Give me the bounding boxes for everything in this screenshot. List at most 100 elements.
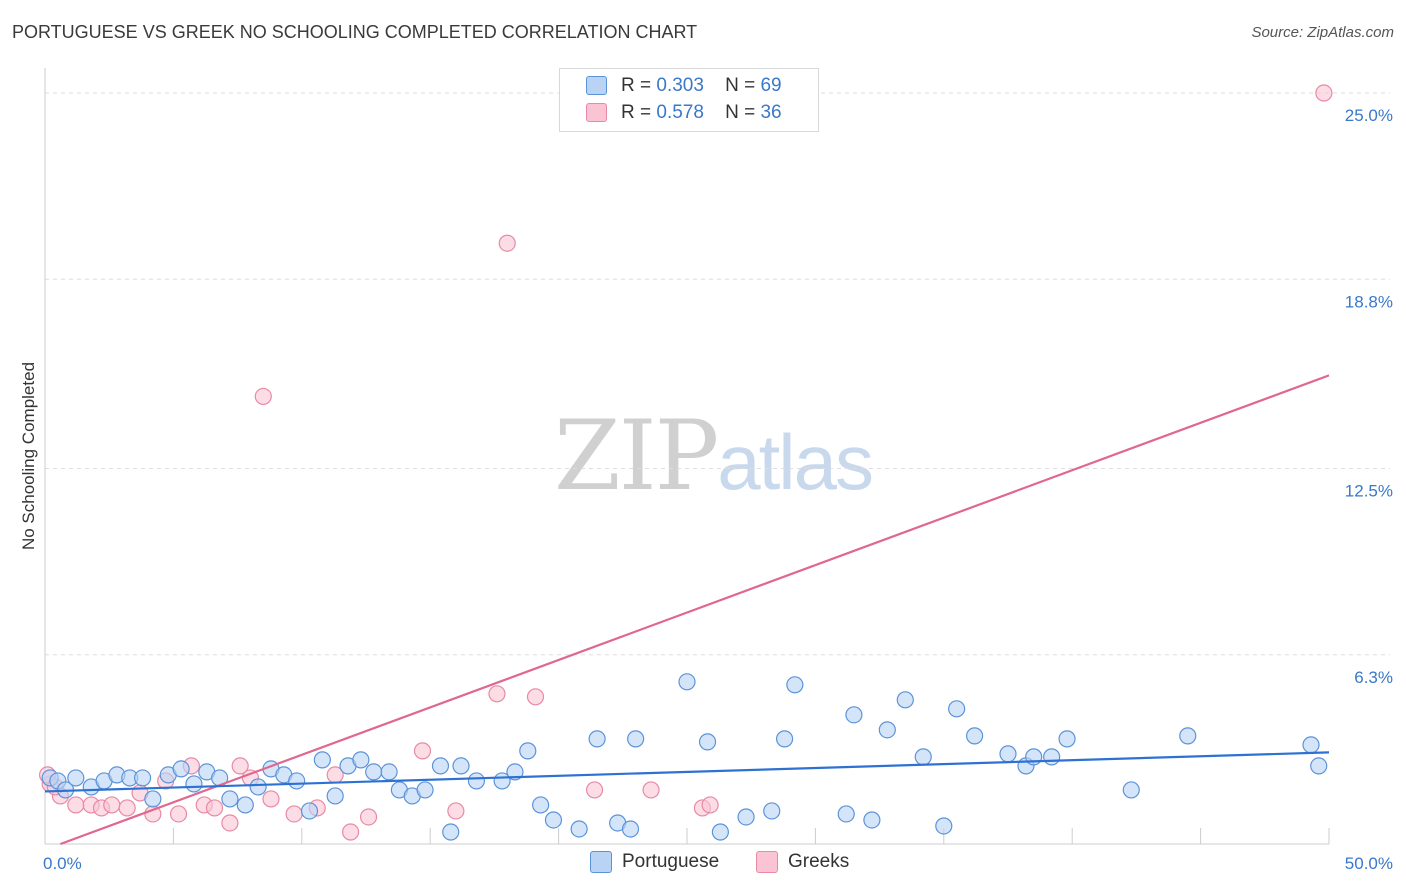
- point-portuguese: [837, 805, 855, 823]
- point-greeks: [526, 688, 545, 706]
- point-greeks: [701, 796, 719, 814]
- chart-source: Source: ZipAtlas.com: [1251, 24, 1394, 41]
- point-greeks: [118, 799, 136, 817]
- point-greeks: [221, 814, 239, 832]
- point-greeks: [413, 742, 432, 760]
- point-portuguese: [452, 757, 470, 775]
- legend-n-value: 69: [760, 75, 782, 96]
- point-portuguese: [1310, 757, 1328, 775]
- legend-r-label: R =: [621, 75, 652, 96]
- point-portuguese: [326, 787, 344, 805]
- point-greeks: [359, 808, 378, 826]
- point-greeks: [488, 685, 506, 703]
- x-tick-label: 0.0%: [43, 854, 82, 873]
- bottom-legend-greeks: Greeks: [756, 851, 849, 873]
- point-portuguese: [544, 811, 563, 829]
- point-portuguese: [948, 700, 966, 718]
- point-greeks: [67, 796, 85, 814]
- point-portuguese: [506, 763, 524, 781]
- legend-n-label: N =: [725, 102, 756, 123]
- point-portuguese: [288, 772, 306, 790]
- legend-n-label: N =: [725, 75, 756, 96]
- point-portuguese: [621, 820, 640, 838]
- legend: R = 0.303 N = 69 R = 0.578 N = 36: [559, 68, 819, 132]
- point-portuguese: [1043, 748, 1061, 766]
- point-portuguese: [431, 757, 450, 775]
- point-portuguese: [678, 673, 696, 691]
- point-portuguese: [570, 820, 588, 838]
- point-portuguese: [67, 769, 85, 787]
- point-portuguese: [1058, 730, 1076, 748]
- point-greeks: [103, 796, 121, 814]
- point-portuguese: [532, 796, 550, 814]
- legend-r-value: 0.578: [656, 102, 704, 123]
- bottom-legend-portuguese: Portuguese: [590, 851, 719, 873]
- point-portuguese: [1122, 781, 1140, 799]
- y-tick-label: 6.3%: [1354, 668, 1393, 687]
- point-portuguese: [1179, 727, 1197, 745]
- chart-title: PORTUGUESE VS GREEK NO SCHOOLING COMPLET…: [12, 22, 698, 42]
- point-portuguese: [249, 778, 267, 796]
- point-greeks: [498, 234, 516, 252]
- point-greeks: [205, 799, 224, 817]
- point-portuguese: [300, 802, 319, 820]
- point-portuguese: [763, 802, 781, 820]
- watermark: ZIPatlas: [554, 400, 874, 512]
- legend-swatch-portuguese: [586, 76, 607, 96]
- point-portuguese: [999, 745, 1017, 763]
- point-greeks: [231, 757, 249, 775]
- bottom-legend-swatch-greeks: [756, 851, 778, 873]
- legend-row-greeks: R = 0.578 N = 36: [586, 102, 782, 126]
- legend-swatch-greeks: [586, 103, 607, 123]
- watermark-zip: ZIP: [554, 400, 719, 512]
- trendline-portuguese: [44, 751, 1330, 793]
- point-portuguese: [467, 772, 486, 790]
- point-greeks: [341, 823, 360, 841]
- point-portuguese: [185, 775, 203, 793]
- point-portuguese: [352, 751, 370, 769]
- y-tick-label: 25.0%: [1345, 106, 1393, 125]
- legend-row-portuguese: R = 0.303 N = 69: [586, 75, 782, 99]
- point-greeks: [285, 805, 303, 823]
- bottom-legend-label-greeks: Greeks: [788, 851, 850, 873]
- point-portuguese: [144, 790, 162, 808]
- x-tick-label: 50.0%: [1345, 854, 1393, 873]
- legend-r-label: R =: [621, 102, 652, 123]
- point-portuguese: [221, 790, 239, 808]
- point-portuguese: [896, 691, 914, 709]
- legend-r-value: 0.303: [656, 75, 704, 96]
- point-greeks: [447, 802, 465, 820]
- point-portuguese: [133, 769, 152, 787]
- point-portuguese: [737, 808, 755, 826]
- point-greeks: [254, 387, 272, 406]
- point-portuguese: [878, 721, 896, 739]
- point-greeks: [169, 805, 188, 823]
- point-portuguese: [588, 730, 606, 748]
- watermark-atlas: atlas: [717, 418, 874, 506]
- legend-n-value: 36: [760, 102, 782, 123]
- point-portuguese: [966, 727, 984, 745]
- point-portuguese: [786, 676, 804, 694]
- y-tick-label: 18.8%: [1345, 292, 1393, 311]
- point-portuguese: [313, 751, 331, 769]
- point-portuguese: [442, 823, 460, 841]
- point-portuguese: [863, 811, 881, 829]
- point-portuguese: [775, 730, 794, 748]
- point-portuguese: [698, 733, 717, 751]
- point-greeks: [642, 781, 660, 799]
- point-portuguese: [236, 796, 254, 814]
- point-portuguese: [914, 748, 932, 766]
- point-portuguese: [380, 763, 398, 781]
- bottom-legend-label-portuguese: Portuguese: [622, 851, 720, 873]
- point-portuguese: [416, 781, 434, 799]
- point-portuguese: [845, 706, 863, 724]
- point-portuguese: [711, 823, 729, 841]
- trendline-greeks: [60, 374, 1330, 846]
- bottom-legend-swatch-portuguese: [590, 851, 612, 873]
- point-portuguese: [519, 742, 537, 760]
- point-greeks: [1315, 84, 1333, 102]
- point-portuguese: [1302, 736, 1320, 754]
- point-portuguese: [365, 763, 383, 781]
- point-portuguese: [627, 730, 645, 748]
